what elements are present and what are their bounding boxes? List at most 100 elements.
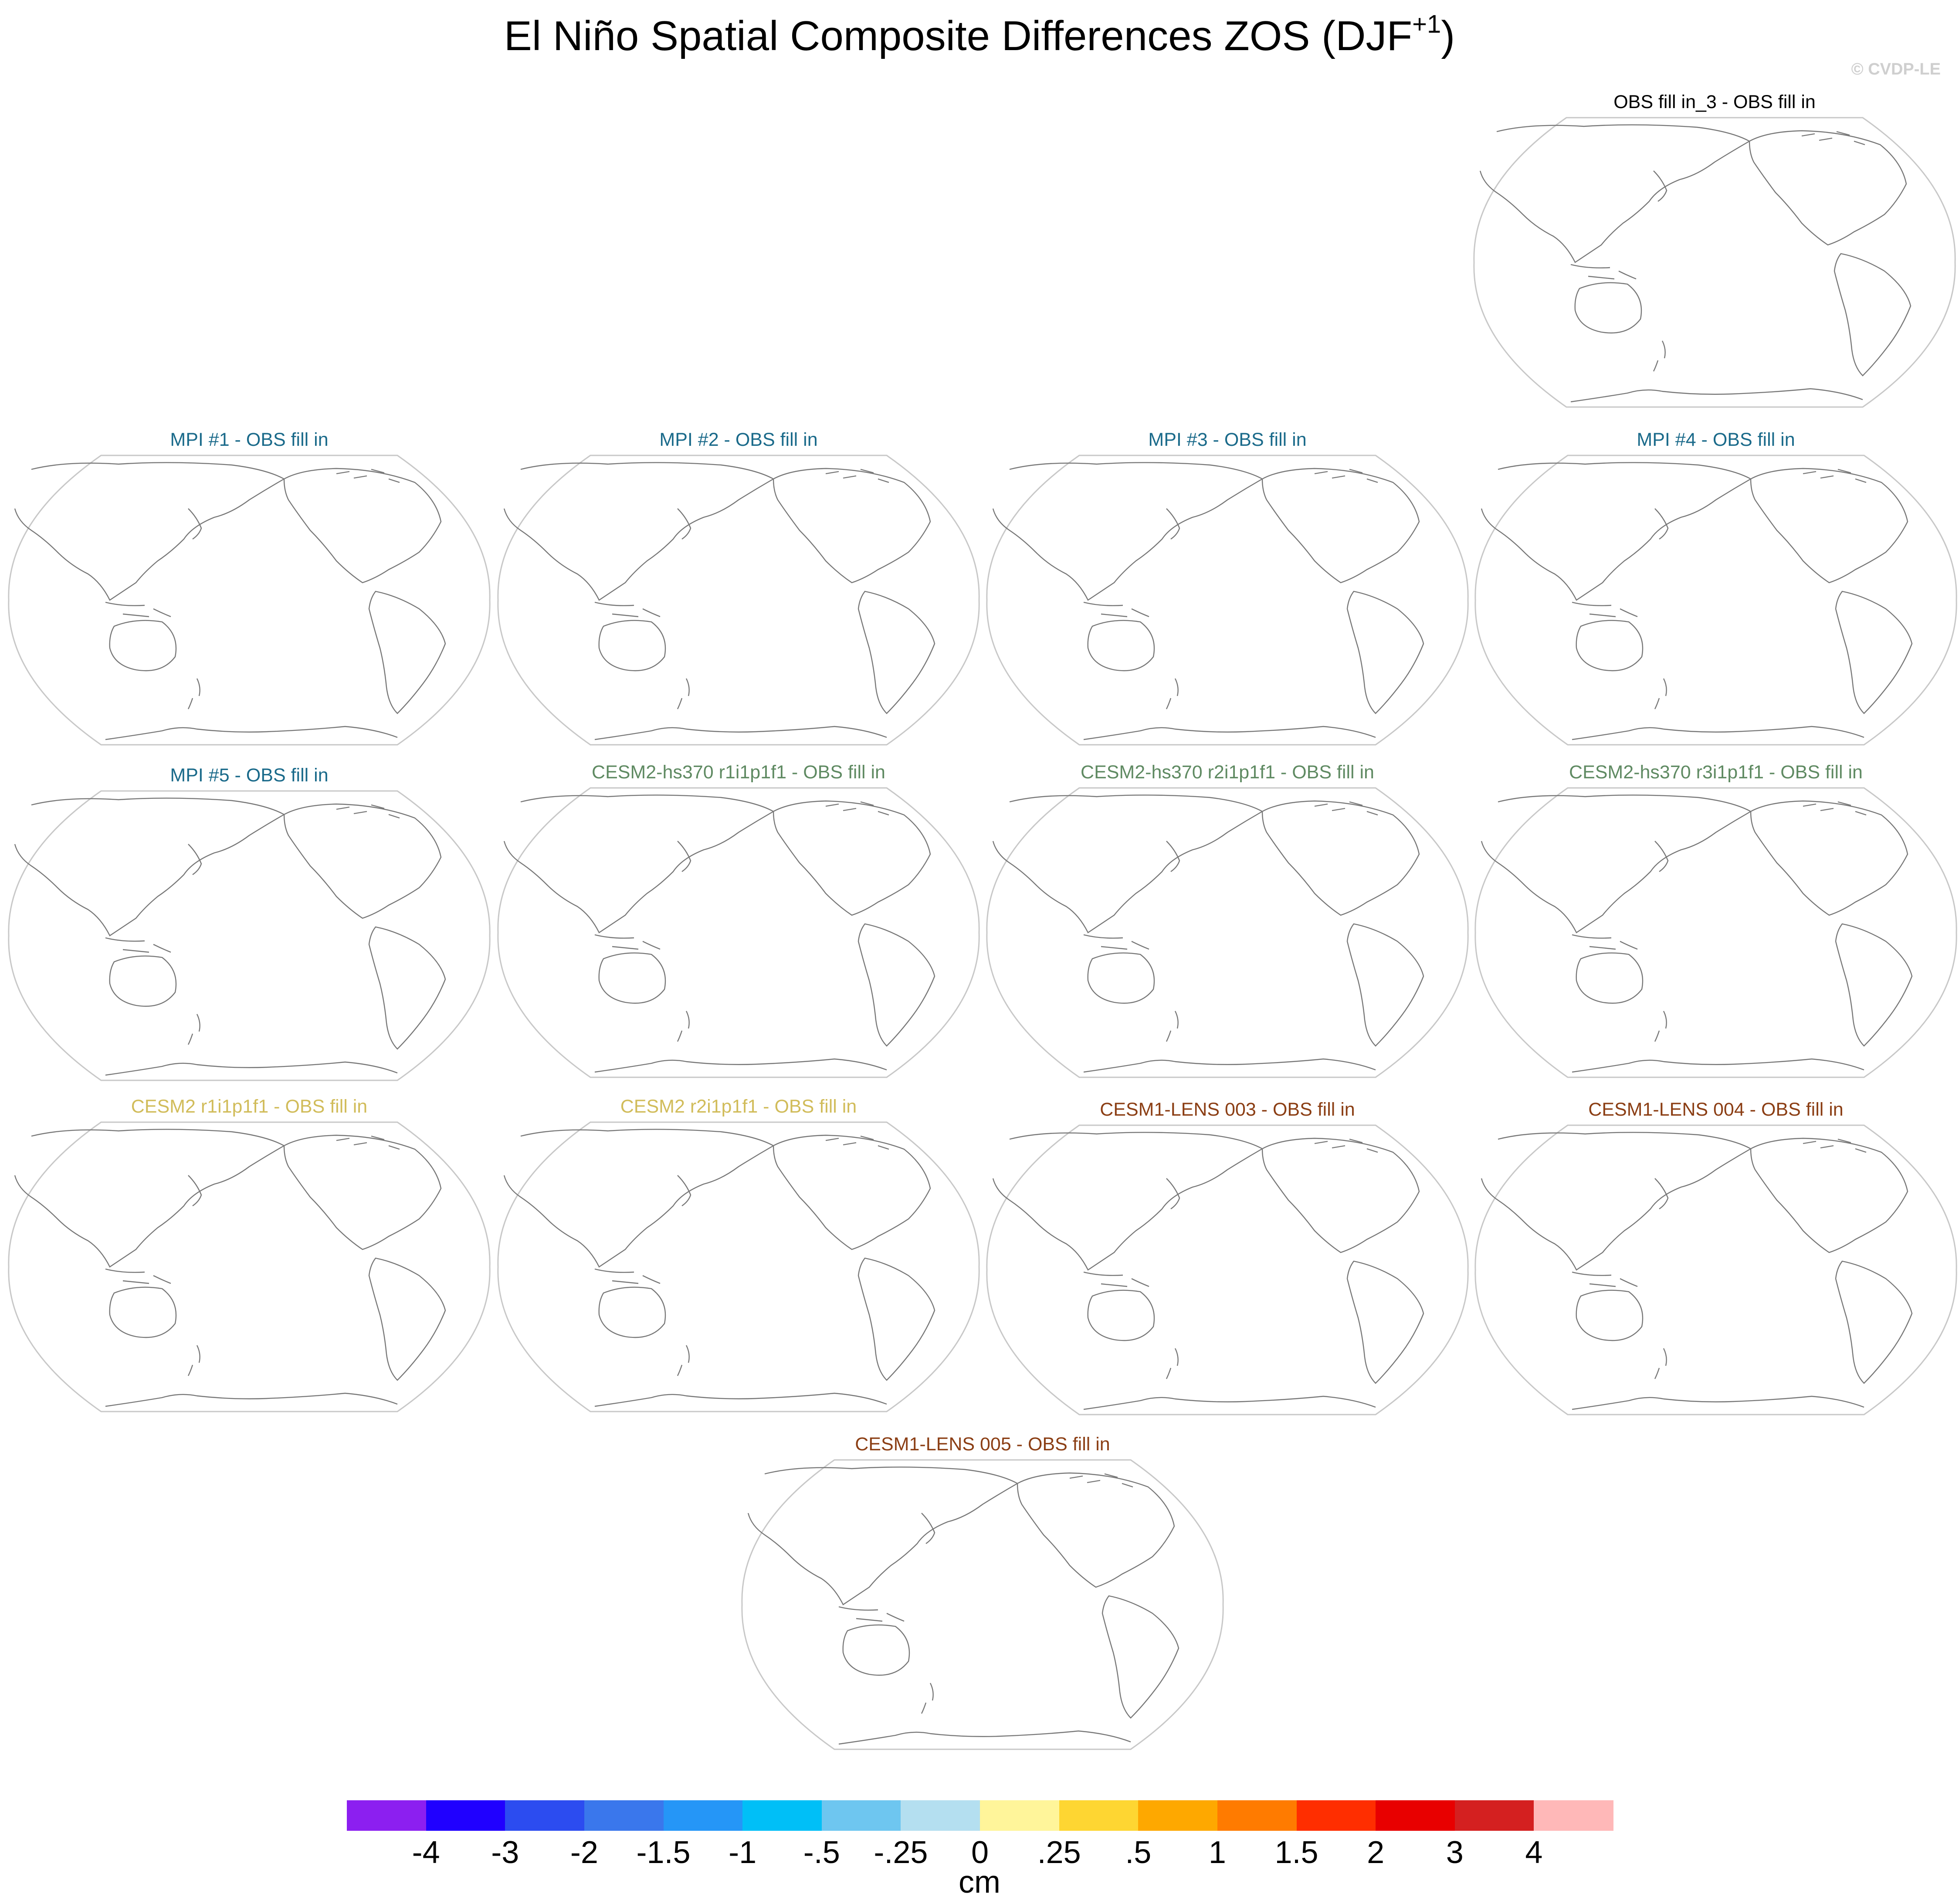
colorbar-tick-label: 4 xyxy=(1525,1835,1543,1870)
indonesia-coast xyxy=(1083,601,1149,618)
antarctica-coast xyxy=(105,1061,398,1076)
north-america-coast xyxy=(773,1134,931,1250)
eurasia-coast xyxy=(503,1129,775,1268)
new-zealand-coast xyxy=(1653,340,1666,372)
map-boundary xyxy=(8,1121,491,1412)
new-zealand-coast xyxy=(1654,1348,1667,1379)
colorbar-tick-label: 0 xyxy=(971,1835,989,1870)
arctic-islands xyxy=(1803,801,1867,816)
indonesia-coast xyxy=(1572,601,1638,618)
panel-title: CESM1-LENS 005 - OBS fill in xyxy=(855,1434,1110,1455)
colorbar-box xyxy=(1138,1800,1218,1831)
japan-coast xyxy=(921,1513,935,1544)
map-panel: CESM1-LENS 004 - OBS fill in xyxy=(1472,1099,1959,1422)
map-boundary xyxy=(1474,787,1957,1078)
map-panel: CESM2-hs370 r3i1p1f1 - OBS fill in xyxy=(1472,762,1959,1084)
map-boundary xyxy=(497,455,980,746)
colorbar-tick-label: -3 xyxy=(491,1835,519,1870)
indonesia-coast xyxy=(1572,934,1638,950)
eurasia-coast xyxy=(1481,1132,1752,1271)
world-map xyxy=(497,787,980,1078)
north-america-coast xyxy=(773,468,931,584)
arctic-islands xyxy=(336,468,400,483)
arctic-islands xyxy=(825,468,889,483)
new-zealand-coast xyxy=(677,678,690,709)
north-america-coast xyxy=(1749,130,1907,246)
australia-coast xyxy=(598,952,666,1004)
japan-coast xyxy=(1166,841,1180,872)
japan-coast xyxy=(1653,170,1668,202)
eurasia-coast xyxy=(1481,462,1752,601)
colorbar-tick-label: .5 xyxy=(1125,1835,1152,1870)
japan-coast xyxy=(1654,1178,1669,1209)
south-america-coast xyxy=(1102,1595,1179,1719)
new-zealand-coast xyxy=(187,678,200,709)
world-map xyxy=(986,1124,1469,1415)
figure-title-text: El Niño Spatial Composite Differences ZO… xyxy=(504,13,1413,59)
north-america-coast xyxy=(1261,1137,1420,1253)
antarctica-coast xyxy=(1083,1395,1376,1410)
south-america-coast xyxy=(1346,1260,1424,1384)
japan-coast xyxy=(1654,508,1669,540)
colorbar-box xyxy=(1217,1800,1297,1831)
indonesia-coast xyxy=(1570,264,1637,280)
new-zealand-coast xyxy=(1654,678,1667,709)
figure-title-close: ) xyxy=(1441,13,1455,59)
map-boundary xyxy=(8,455,491,746)
japan-coast xyxy=(677,508,691,540)
south-america-coast xyxy=(857,923,935,1047)
arctic-islands xyxy=(1801,131,1865,146)
north-america-coast xyxy=(283,803,442,919)
north-america-coast xyxy=(1261,468,1420,584)
colorbar-tick-label: -.5 xyxy=(803,1835,840,1870)
new-zealand-coast xyxy=(187,1345,200,1376)
indonesia-coast xyxy=(594,601,661,618)
north-america-coast xyxy=(1750,468,1908,584)
south-america-coast xyxy=(1346,923,1424,1047)
new-zealand-coast xyxy=(677,1345,690,1376)
colorbar-box xyxy=(663,1800,743,1831)
world-map xyxy=(1474,1124,1957,1415)
map-panel: CESM1-LENS 005 - OBS fill in xyxy=(739,1434,1227,1756)
world-map xyxy=(986,787,1469,1078)
colorbar-tick-label: 1.5 xyxy=(1274,1835,1318,1870)
south-america-coast xyxy=(368,591,446,714)
australia-coast xyxy=(598,1286,666,1338)
australia-coast xyxy=(1087,1290,1155,1341)
panel-title: CESM2-hs370 r2i1p1f1 - OBS fill in xyxy=(1081,762,1374,783)
eurasia-coast xyxy=(992,794,1264,933)
north-america-coast xyxy=(1750,1137,1908,1253)
south-america-coast xyxy=(857,591,935,714)
map-panel: CESM1-LENS 003 - OBS fill in xyxy=(983,1099,1471,1422)
world-map xyxy=(497,455,980,746)
arctic-islands xyxy=(1314,801,1378,816)
colorbar-box xyxy=(1376,1800,1455,1831)
australia-coast xyxy=(1574,282,1642,334)
map-panel: MPI #1 - OBS fill in xyxy=(5,429,493,752)
new-zealand-coast xyxy=(187,1014,200,1045)
arctic-islands xyxy=(1803,1138,1867,1153)
world-map xyxy=(741,1459,1224,1750)
colorbar-box xyxy=(980,1800,1060,1831)
indonesia-coast xyxy=(105,1268,171,1284)
map-panel: CESM2-hs370 r1i1p1f1 - OBS fill in xyxy=(495,762,983,1084)
map-panel: OBS fill in_3 - OBS fill in xyxy=(1471,92,1959,414)
antarctica-coast xyxy=(1572,1058,1864,1073)
panel-title: CESM2 r2i1p1f1 - OBS fill in xyxy=(620,1096,857,1117)
new-zealand-coast xyxy=(921,1683,934,1714)
eurasia-coast xyxy=(992,1132,1264,1271)
new-zealand-coast xyxy=(677,1011,690,1042)
panel-title: CESM2-hs370 r1i1p1f1 - OBS fill in xyxy=(592,762,885,783)
north-america-coast xyxy=(1261,800,1420,916)
panel-title: MPI #5 - OBS fill in xyxy=(170,765,329,786)
south-america-coast xyxy=(857,1257,935,1381)
south-america-coast xyxy=(1346,591,1424,714)
colorbar-tick-label: 2 xyxy=(1367,1835,1385,1870)
world-map xyxy=(986,455,1469,746)
world-map xyxy=(8,455,491,746)
north-america-coast xyxy=(1017,1472,1175,1588)
eurasia-coast xyxy=(503,462,775,601)
panel-title: CESM1-LENS 003 - OBS fill in xyxy=(1100,1099,1355,1120)
antarctica-coast xyxy=(1572,1395,1864,1410)
arctic-islands xyxy=(1314,1138,1378,1153)
